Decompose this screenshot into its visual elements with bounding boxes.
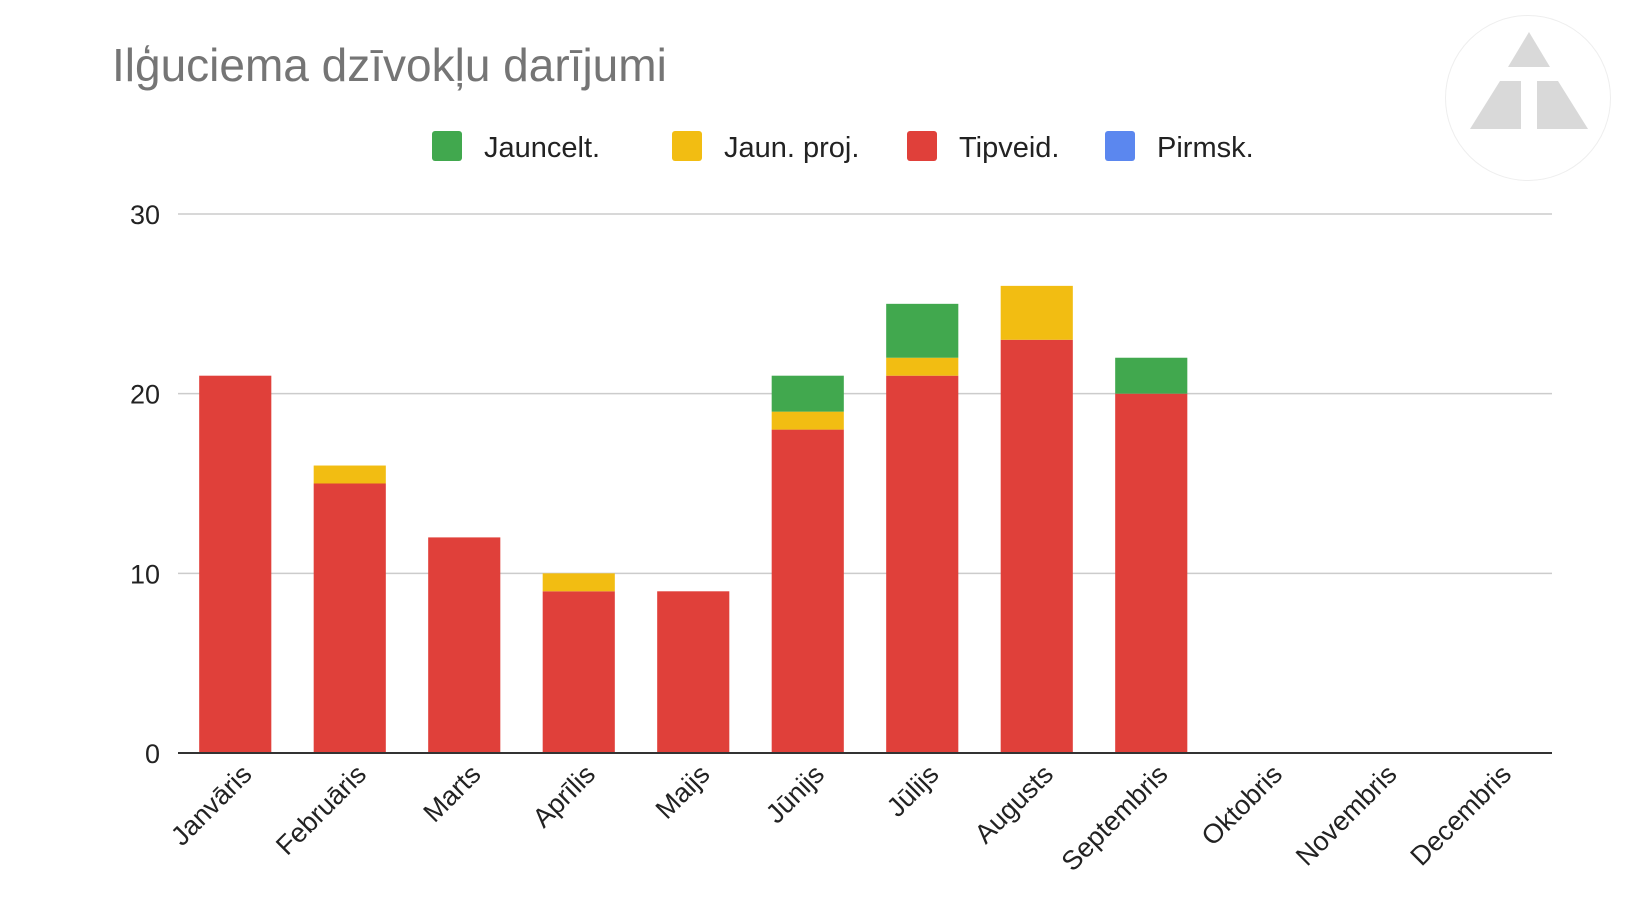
x-tick-label: Aprīlis <box>527 759 601 833</box>
bar-segment <box>886 375 959 753</box>
x-tick-label: Oktobris <box>1196 759 1288 851</box>
legend-label: Jaun. proj. <box>724 132 859 164</box>
bar-segment <box>313 465 386 484</box>
bar-segment <box>1000 285 1073 340</box>
x-tick-label: Septembris <box>1056 759 1174 877</box>
chart-title: Ilģuciema dzīvokļu darījumi <box>112 39 667 91</box>
bar-segment <box>1000 339 1073 753</box>
bar-segment <box>771 375 844 412</box>
x-tick-label: Jūlijs <box>881 759 945 823</box>
bar-segment <box>199 375 272 753</box>
bar-segment <box>313 483 386 753</box>
bar-segment <box>771 429 844 753</box>
bar-segment <box>886 357 959 376</box>
x-tick-label: Maijs <box>650 759 716 825</box>
y-tick-label: 0 <box>145 739 160 769</box>
legend-swatch <box>672 131 702 161</box>
y-tick-label: 20 <box>130 380 160 410</box>
legend-swatch <box>432 131 462 161</box>
x-tick-label: Decembris <box>1405 759 1517 871</box>
triangle-logo-icon <box>1470 32 1588 129</box>
legend-label: Pirmsk. <box>1157 132 1254 164</box>
legend-label: Tipveid. <box>959 132 1059 164</box>
x-tick-label: Jūnijs <box>760 759 830 829</box>
bar-segment <box>542 591 615 753</box>
x-tick-label: Janvāris <box>165 759 257 851</box>
y-tick-label: 10 <box>130 559 160 589</box>
bar-segment <box>1115 393 1188 753</box>
x-tick-label: Augusts <box>969 759 1059 849</box>
bar-segment <box>542 573 615 592</box>
bar-segment <box>886 303 959 358</box>
legend-swatch <box>1105 131 1135 161</box>
legend-label: Jauncelt. <box>484 132 600 164</box>
bar-segment <box>657 591 730 753</box>
x-tick-label: Novembris <box>1290 759 1402 871</box>
y-tick-label: 30 <box>130 200 160 230</box>
bar-segment <box>428 537 501 753</box>
brand-logo <box>1445 15 1611 181</box>
legend-swatch <box>907 131 937 161</box>
x-tick-label: Marts <box>418 759 487 828</box>
bar-segment <box>771 411 844 430</box>
bar-segment <box>1115 357 1188 394</box>
x-tick-label: Februāris <box>270 759 372 861</box>
